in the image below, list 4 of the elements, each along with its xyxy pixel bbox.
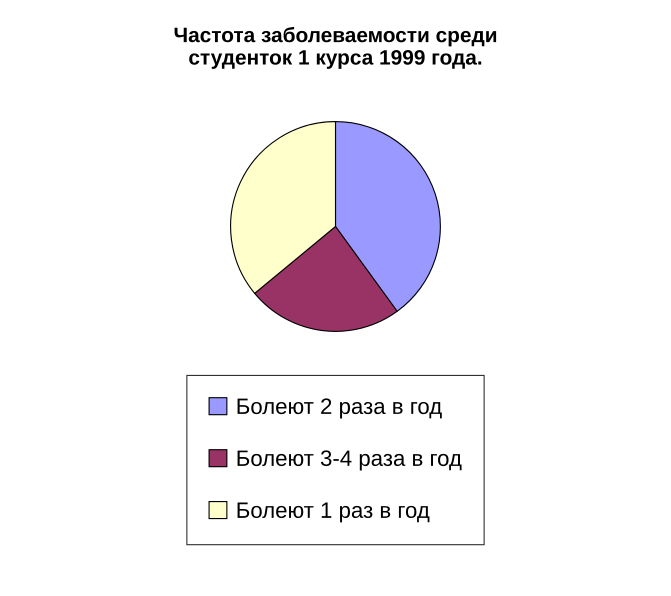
legend-label: Болеют 3-4 раза в год bbox=[238, 450, 462, 470]
legend-label: Болеют 2 раза в год bbox=[238, 398, 442, 419]
legend-label: Болеют 1 раз в год bbox=[238, 502, 430, 522]
chart-title: Частота заболеваемости среди студенток 1 курса 1999 года. bbox=[174, 26, 496, 69]
